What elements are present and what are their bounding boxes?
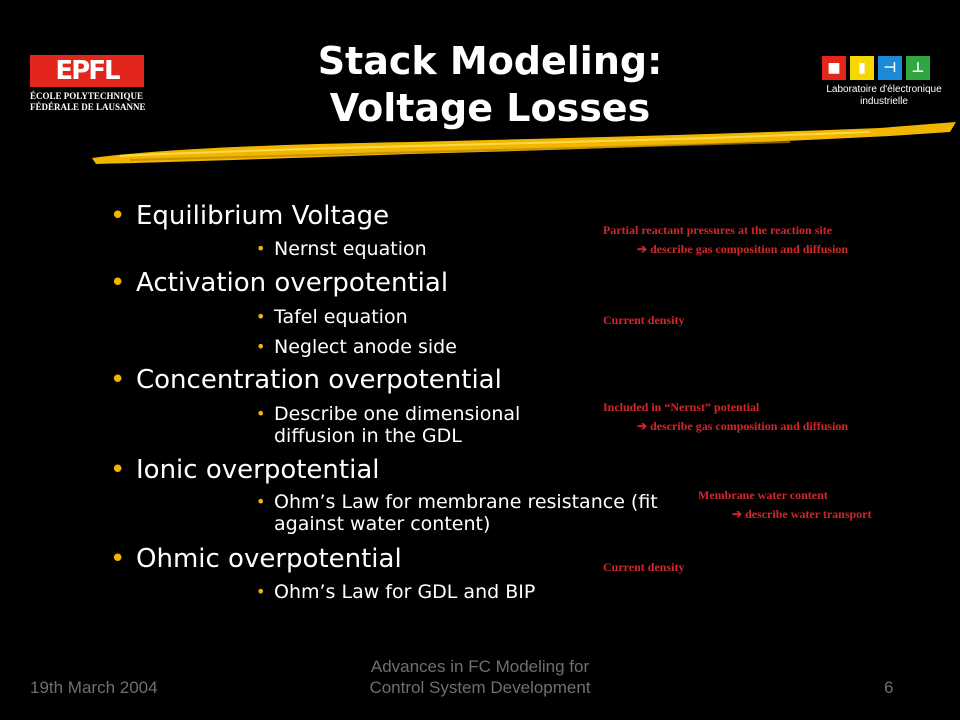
title-line-1: Stack Modeling: bbox=[317, 39, 663, 83]
sub-bullet-membrane-resistance: • Ohm’s Law for membrane resistance (fit … bbox=[256, 491, 658, 535]
brush-stroke-divider bbox=[92, 122, 956, 164]
circuit-icon: ■ bbox=[822, 56, 846, 80]
arrow-right-icon: ➔ bbox=[637, 242, 651, 256]
note-partial-pressures: Partial reactant pressures at the reacti… bbox=[603, 223, 849, 256]
epfl-logo-line2: FÉDÉRALE DE LAUSANNE bbox=[30, 102, 146, 112]
lei-logo-caption-2: industrielle bbox=[860, 96, 908, 107]
epfl-logo-line1: ÉCOLE POLYTECHNIQUE bbox=[30, 91, 143, 101]
lei-logo-icons: ■ ▮ ⊣ ⊥ bbox=[822, 56, 946, 80]
arrow-right-icon: ➔ bbox=[732, 507, 746, 521]
bullet-equilibrium-voltage: • Equilibrium Voltage bbox=[110, 201, 390, 231]
epfl-logo-mark: EPFL bbox=[30, 55, 144, 87]
bullet-activation-overpotential: • Activation overpotential bbox=[110, 268, 449, 298]
bullet-concentration-overpotential: • Concentration overpotential bbox=[110, 365, 502, 395]
slide-title: Stack Modeling: Voltage Losses bbox=[240, 38, 740, 132]
arrow-right-icon: ➔ bbox=[637, 419, 651, 433]
epfl-logo: EPFL ÉCOLE POLYTECHNIQUE FÉDÉRALE DE LAU… bbox=[30, 55, 150, 113]
lei-logo-caption-1: Laboratoire d'électronique bbox=[826, 84, 942, 95]
sub-bullet-gdl-bip: • Ohm’s Law for GDL and BIP bbox=[256, 581, 536, 603]
note-current-density-2: Current density bbox=[603, 560, 685, 574]
note-nernst-potential: Included in “Nernst” potential ➔ describ… bbox=[603, 400, 849, 433]
footer-title: Advances in FC Modeling for Control Syst… bbox=[369, 657, 591, 697]
diode-icon: ⊥ bbox=[906, 56, 930, 80]
bullet-ohmic-overpotential: • Ohmic overpotential bbox=[110, 544, 402, 574]
sub-bullet-neglect-anode: • Neglect anode side bbox=[256, 336, 457, 358]
bullet-ionic-overpotential: • Ionic overpotential bbox=[110, 455, 380, 485]
lei-logo: ■ ▮ ⊣ ⊥ Laboratoire d'électronique indus… bbox=[822, 56, 946, 108]
title-line-2: Voltage Losses bbox=[329, 86, 651, 130]
sub-bullet-diffusion-gdl: • Describe one dimensional diffusion in t… bbox=[256, 403, 521, 447]
footer-date: 19th March 2004 bbox=[30, 678, 158, 697]
sub-bullet-tafel: • Tafel equation bbox=[256, 306, 408, 328]
note-membrane-water: Membrane water content ➔ describe water … bbox=[698, 488, 872, 521]
switch-icon: ⊣ bbox=[878, 56, 902, 80]
sub-bullet-nernst: • Nernst equation bbox=[256, 238, 427, 260]
transistor-icon: ▮ bbox=[850, 56, 874, 80]
footer-page-number: 6 bbox=[884, 678, 894, 697]
note-current-density-1: Current density bbox=[603, 313, 685, 327]
